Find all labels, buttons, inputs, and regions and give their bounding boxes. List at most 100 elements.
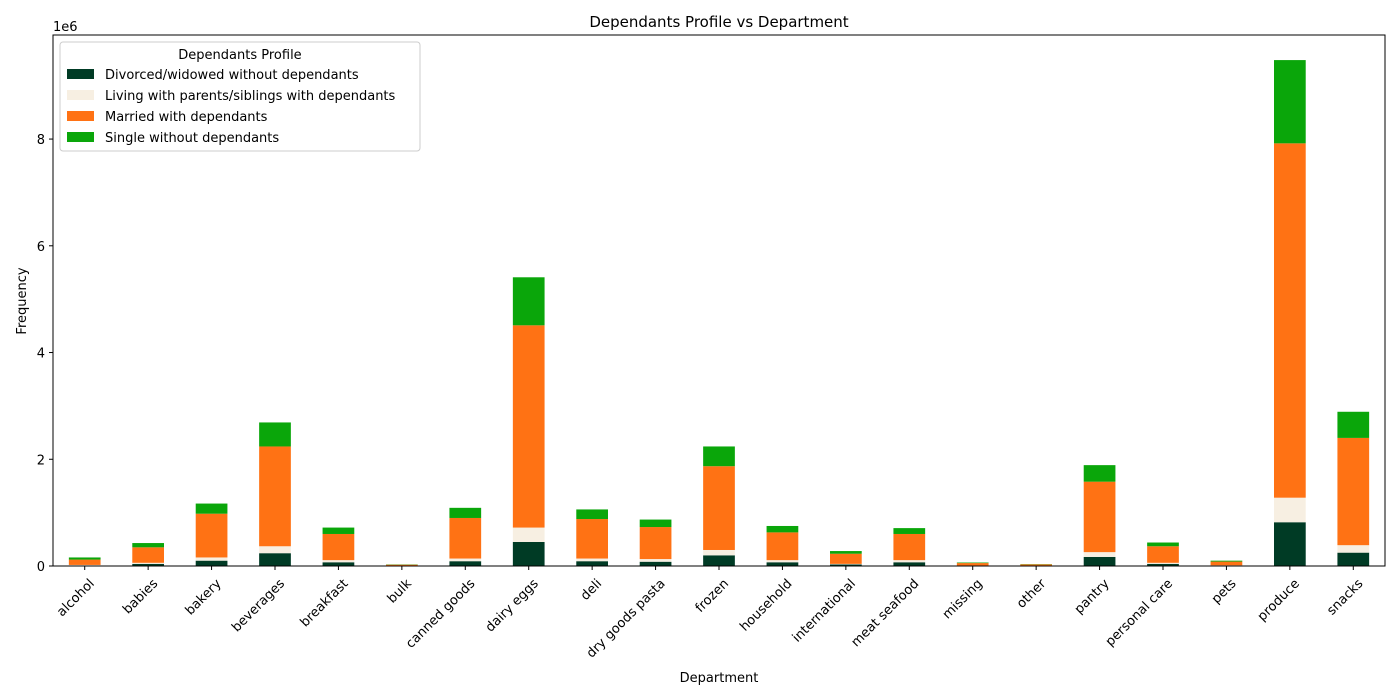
x-tick-label: breakfast [298,576,352,630]
bar-alcohol-series-2 [68,559,101,565]
x-axis-ticks: alcohol babies bakery beverages breakfast bul… [54,566,1366,661]
bar-beverages-series-0 [259,553,291,566]
bar-dairy-eggs-series-0 [512,541,545,566]
bar-meat-seafood-series-2 [893,533,926,561]
bar-produce-series-3 [1274,60,1306,144]
x-tick-label: meat seafood [849,576,923,650]
bar-pantry-series-1 [1083,552,1116,557]
bar-frozen-series-2 [703,466,735,550]
bar-dry-goods-pasta-series-1 [639,559,672,562]
x-tick-label: deli [578,576,605,603]
bar-personal-care-series-2 [1147,546,1179,563]
bar-snacks-series-2 [1337,437,1370,546]
x-tick-label: canned goods [403,576,478,651]
bar-snacks-series-0 [1337,552,1370,566]
bar-dairy-eggs-series-3 [512,277,545,326]
bar-deli-series-2 [576,519,608,559]
bar-breakfast-series-3 [322,527,355,534]
x-tick-label: personal care [1103,576,1176,649]
bar-bakery-series-0 [195,560,228,566]
bar-deli-series-3 [576,509,608,520]
bar-dry-goods-pasta-series-3 [639,519,672,528]
x-tick-label: pantry [1072,576,1113,617]
bar-missing-series-2 [956,563,989,566]
bar-missing-series-3 [956,562,989,564]
bar-beverages-series-1 [259,546,291,554]
bars-group [68,60,1370,566]
bar-personal-care-series-0 [1147,563,1179,566]
x-tick-label: snacks [1324,576,1366,618]
legend-swatch [67,132,94,142]
legend-title: Dependants Profile [178,48,301,63]
bar-personal-care-series-3 [1147,542,1179,547]
bar-produce-series-2 [1274,143,1306,498]
bar-dry-goods-pasta-series-2 [639,527,672,560]
y-tick-label: 2 [37,453,45,468]
bar-pets-series-3 [1210,560,1243,562]
bar-frozen-series-3 [703,446,735,467]
bar-household-series-1 [766,560,799,563]
bar-dairy-eggs-series-2 [512,325,545,528]
bar-household-series-2 [766,532,799,561]
bar-frozen-series-1 [703,549,735,556]
x-tick-label: bakery [183,576,225,618]
bar-dry-goods-pasta-series-0 [639,561,672,566]
bar-pantry-series-0 [1083,556,1116,566]
legend-swatch [67,69,94,79]
y-tick-label: 8 [37,133,45,148]
bar-bulk-series-2 [386,564,418,566]
bar-produce-series-0 [1274,522,1306,566]
bar-deli-series-1 [576,558,608,562]
bar-deli-series-0 [576,561,608,566]
x-tick-label: bulk [385,576,415,606]
legend-entry-label: Divorced/widowed without dependants [105,68,359,83]
bar-bakery-series-3 [195,503,228,514]
y-tick-label: 0 [37,560,45,575]
y-tick-label: 6 [37,240,45,255]
bar-snacks-series-3 [1337,411,1370,438]
bar-canned-goods-series-2 [449,517,482,559]
bar-bakery-series-1 [195,557,228,561]
bar-babies-series-0 [132,563,164,566]
x-tick-label: beverages [229,576,288,635]
bar-canned-goods-series-0 [449,561,482,566]
bar-breakfast-series-0 [322,562,355,566]
bar-beverages-series-3 [259,422,291,447]
bar-breakfast-series-2 [322,533,355,561]
bar-pantry-series-3 [1083,465,1116,482]
legend-box [59,41,421,152]
x-tick-label: household [737,576,795,634]
bar-dairy-eggs-series-1 [512,527,545,542]
x-tick-label: pets [1209,576,1240,607]
chart-title: Dependants Profile vs Department [589,13,848,31]
bar-canned-goods-series-3 [449,507,482,518]
bar-babies-series-3 [132,543,164,548]
bar-personal-care-series-1 [1147,562,1179,564]
y-axis-label: Frequency [15,267,30,334]
bar-alcohol-series-1 [68,564,101,566]
bar-household-series-0 [766,562,799,566]
bar-international-series-0 [830,564,862,566]
bar-other-series-2 [1020,564,1052,566]
x-tick-label: produce [1255,576,1303,624]
bar-meat-seafood-series-1 [893,560,926,563]
x-tick-label: international [790,576,859,645]
bar-pets-series-2 [1210,561,1243,566]
x-tick-label: babies [120,576,161,617]
y-tick-label: 4 [37,347,45,362]
y-axis-ticks: 0 2 4 6 8 [37,133,53,575]
bar-meat-seafood-series-0 [893,562,926,566]
x-axis-label: Department [680,671,759,686]
legend: Dependants Profile Divorced/widowed with… [59,41,421,152]
bar-frozen-series-0 [703,555,735,566]
legend-swatch [67,90,94,100]
y-scale-label: 1e6 [53,20,78,35]
bar-bakery-series-2 [195,513,228,558]
bar-snacks-series-1 [1337,545,1370,553]
bar-international-series-2 [830,553,862,564]
legend-entry-label: Living with parents/siblings with depend… [105,89,396,104]
bar-international-series-3 [830,551,862,554]
plot-area-frame [52,34,1386,567]
legend-entry-label: Married with dependants [105,110,268,125]
